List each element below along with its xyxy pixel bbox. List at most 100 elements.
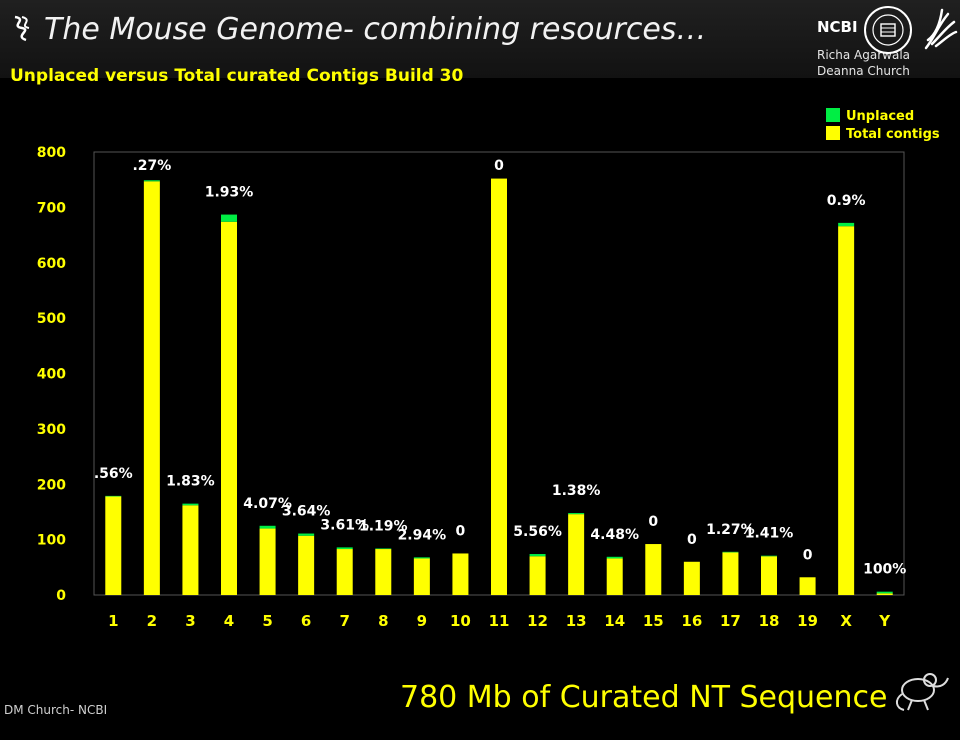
bar-total-contigs (683, 561, 700, 595)
y-tick-label: 200 (37, 477, 66, 493)
x-tick-label: 11 (489, 612, 510, 630)
x-tick-label: 8 (378, 612, 388, 630)
bar-unplaced (876, 591, 893, 594)
bar-data-label: 0 (687, 532, 697, 548)
bar-total-contigs (259, 528, 276, 595)
legend-label: Unplaced (846, 109, 914, 124)
bar-total-contigs (722, 552, 739, 595)
x-tick-label: 13 (566, 612, 587, 630)
bar-data-label: 3.61% (320, 517, 369, 533)
bar-total-contigs (491, 178, 507, 595)
x-tick-label: 9 (417, 612, 427, 630)
bar-data-label: 1.38% (552, 483, 601, 499)
bar-unplaced (838, 222, 855, 227)
author-1: Richa Agarwala (817, 48, 911, 62)
bar-total-contigs (221, 221, 237, 595)
bar-total-contigs (298, 535, 315, 595)
x-tick-label: 6 (301, 612, 311, 630)
bar-data-label: 0.9% (827, 193, 866, 209)
bar-data-label: .56% (94, 466, 133, 482)
bar-data-label: 1.41% (745, 526, 794, 542)
bar-data-label: 4.48% (590, 527, 639, 543)
x-tick-label: 2 (147, 612, 157, 630)
footer-credit: DM Church- NCBI (4, 703, 108, 717)
bar-data-label: 100% (863, 562, 906, 578)
x-tick-label: Y (878, 612, 891, 630)
bar-unplaced (529, 554, 546, 557)
x-tick-label: 18 (759, 612, 780, 630)
bar-data-label: 1.83% (166, 474, 215, 490)
bar-unplaced (375, 548, 392, 550)
bar-unplaced (298, 533, 315, 536)
x-tick-label: 15 (643, 612, 664, 630)
bar-total-contigs (568, 514, 585, 595)
bar-data-label: 5.56% (513, 524, 562, 540)
nih-seal-icon (864, 6, 912, 54)
bar-data-label: 0 (494, 158, 504, 174)
y-tick-label: 700 (37, 200, 66, 216)
legend-swatch (826, 126, 840, 140)
bar-total-contigs (375, 549, 392, 595)
legend-label: Total contigs (846, 127, 940, 142)
y-tick-label: 400 (37, 367, 66, 383)
org-name: NCBI (817, 18, 858, 36)
hhs-eagle-icon (924, 8, 958, 50)
bar-total-contigs (876, 593, 893, 595)
bar-data-label: .27% (132, 158, 171, 174)
x-tick-label: 5 (262, 612, 272, 630)
bar-total-contigs (143, 181, 160, 595)
bar-total-contigs (105, 496, 122, 595)
bar-total-contigs (761, 556, 777, 595)
x-tick-label: 7 (339, 612, 349, 630)
bar-data-label: 1.19% (359, 518, 408, 534)
bar-total-contigs (336, 549, 353, 595)
x-tick-label: 16 (681, 612, 702, 630)
mouse-drawing-icon (896, 673, 949, 711)
bar-unplaced (182, 503, 199, 506)
y-tick-label: 100 (37, 533, 66, 549)
x-tick-label: 10 (450, 612, 471, 630)
chart-subtitle: Unplaced versus Total curated Contigs Bu… (10, 66, 464, 86)
bar-unplaced (143, 180, 160, 182)
bar-unplaced (221, 214, 237, 222)
legend-swatch (826, 108, 840, 122)
x-tick-label: 17 (720, 612, 741, 630)
bar-data-label: 2.94% (398, 527, 447, 543)
bar-data-label: 1.27% (706, 522, 755, 538)
bar-data-label: 0 (456, 523, 466, 539)
y-tick-label: 600 (37, 256, 66, 272)
bar-total-contigs (452, 553, 469, 595)
footer-caption: 780 Mb of Curated NT Sequence (400, 680, 888, 715)
x-tick-label: 12 (527, 612, 548, 630)
bar-total-contigs (799, 577, 816, 595)
bar-total-contigs (838, 226, 855, 595)
bar-total-contigs (606, 558, 623, 595)
x-tick-label: 1 (108, 612, 118, 630)
x-tick-label: 4 (224, 612, 234, 630)
bar-total-contigs (182, 505, 199, 595)
x-tick-label: 3 (185, 612, 195, 630)
y-tick-label: 500 (37, 311, 66, 327)
bar-unplaced (105, 495, 122, 497)
author-2: Deanna Church (817, 64, 910, 78)
bar-unplaced (336, 547, 353, 550)
bar-unplaced (568, 513, 585, 515)
bar-unplaced (761, 555, 777, 557)
y-tick-label: 800 (37, 145, 66, 161)
bar-unplaced (722, 551, 739, 553)
bar-data-label: 0 (803, 547, 813, 563)
bar-data-label: 1.93% (205, 185, 254, 201)
bar-unplaced (413, 557, 430, 559)
header-band (0, 0, 960, 78)
y-tick-label: 300 (37, 422, 66, 438)
bar-total-contigs (529, 556, 546, 595)
bar-data-label: 0 (648, 514, 658, 530)
bar-data-label: 4.07% (243, 496, 292, 512)
x-tick-label: 19 (797, 612, 818, 630)
bar-unplaced (259, 525, 276, 529)
bar-total-contigs (413, 558, 430, 595)
ncbi-swirl-icon (14, 15, 30, 42)
bar-unplaced (606, 556, 623, 559)
slide-title: The Mouse Genome- combining resources… (44, 12, 707, 47)
